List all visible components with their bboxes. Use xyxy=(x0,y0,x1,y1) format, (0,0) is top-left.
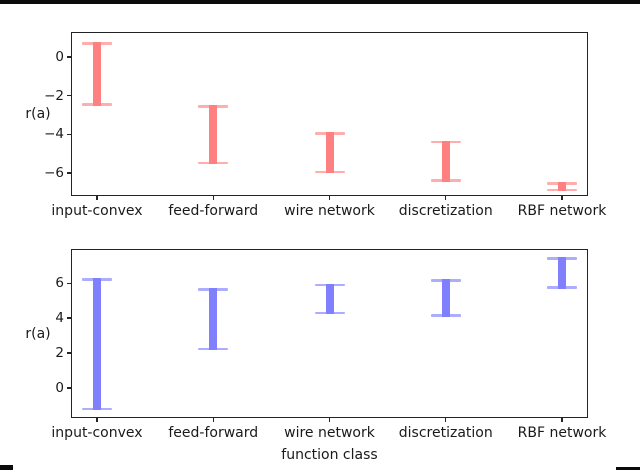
category-label: wire network xyxy=(284,425,375,441)
y-tick-label: 0 xyxy=(55,49,64,66)
x-tick xyxy=(445,418,447,422)
error-bar xyxy=(558,257,566,289)
error-bar xyxy=(325,283,334,315)
page-edge-bottom-right xyxy=(616,467,640,470)
x-tick xyxy=(328,418,331,422)
y-tick-label: 2 xyxy=(55,345,64,362)
y-tick-label: −4 xyxy=(44,126,64,143)
y-tick xyxy=(67,94,71,97)
y-axis-label-bottom: r(a) xyxy=(25,326,51,342)
y-tick-label: −6 xyxy=(44,164,64,181)
page-edge-top xyxy=(0,0,640,4)
error-bar xyxy=(209,288,218,351)
y-tick-label: 0 xyxy=(55,380,64,397)
category-label: discretization xyxy=(398,425,493,441)
category-label: feed-forward xyxy=(168,203,259,219)
y-axis-label-top: r(a) xyxy=(25,106,51,122)
error-bar xyxy=(93,42,101,106)
error-bar xyxy=(558,182,566,192)
x-tick xyxy=(445,196,447,200)
x-tick xyxy=(561,418,563,422)
y-tick xyxy=(67,317,71,319)
category-label: input-convex xyxy=(51,425,143,441)
y-tick-label: −2 xyxy=(44,87,64,104)
y-tick xyxy=(67,133,71,135)
y-tick xyxy=(67,56,71,58)
x-tick xyxy=(212,418,214,422)
error-bar xyxy=(209,104,218,165)
category-label: discretization xyxy=(398,203,493,219)
x-tick xyxy=(212,196,214,200)
y-tick-label: 6 xyxy=(55,275,64,292)
y-tick xyxy=(67,387,71,389)
x-tick xyxy=(96,418,98,422)
x-tick xyxy=(328,196,331,200)
x-tick xyxy=(561,196,563,200)
page-edge-bottom-left xyxy=(0,465,13,470)
error-bar xyxy=(441,279,450,317)
category-label: RBF network xyxy=(517,203,607,219)
y-tick xyxy=(67,282,71,284)
category-label: feed-forward xyxy=(168,425,259,441)
x-tick xyxy=(96,196,98,200)
y-tick-label: 4 xyxy=(55,310,64,327)
x-axis-label: function class xyxy=(281,447,378,463)
category-label: wire network xyxy=(284,203,375,219)
error-bar xyxy=(441,140,450,182)
category-label: RBF network xyxy=(517,425,607,441)
category-label: input-convex xyxy=(51,203,143,219)
bottom-subplot-axes: 6 4 2 0 input-convex feed-forward wire network… xyxy=(51,249,606,441)
error-bar xyxy=(325,131,334,174)
top-subplot-axes: 0 −2 −4 −6 input-convex feed-forward wire netw… xyxy=(44,32,606,219)
error-bar xyxy=(93,278,101,411)
y-tick xyxy=(67,352,71,354)
y-tick xyxy=(67,172,71,174)
